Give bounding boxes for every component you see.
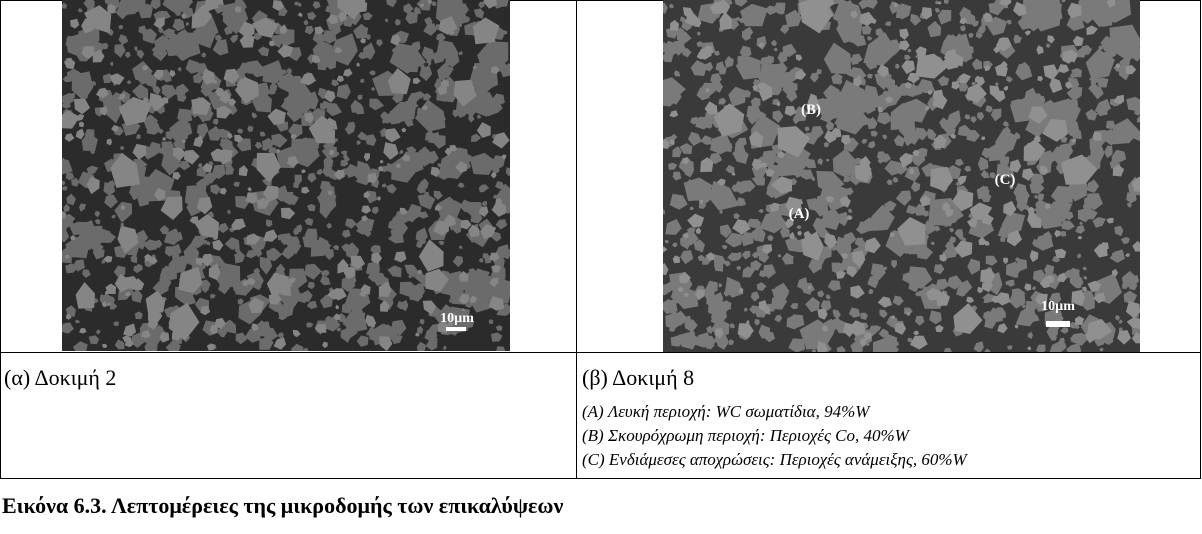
scale-bar bbox=[446, 327, 466, 331]
figure-caption: Εικόνα 6.3. Λεπτομέρειες της μικροδομής … bbox=[2, 493, 563, 519]
scale-bar bbox=[1046, 321, 1070, 327]
note: (B) Σκουρόχρωμη περιοχή: Περιοχές Co, 40… bbox=[582, 426, 909, 446]
region-label: (B) bbox=[801, 102, 821, 118]
page: {"figure": { "panels": [ {"scale_label":… bbox=[0, 0, 1202, 534]
sem-image: 10µm bbox=[62, 0, 510, 351]
scale-label: 10µm bbox=[1041, 299, 1075, 314]
panel-caption: (β) Δοκιμή 8 bbox=[582, 365, 694, 391]
column-divider bbox=[576, 0, 577, 479]
note: (C) Ενδιάμεσες αποχρώσεις: Περιοχές ανάμ… bbox=[582, 450, 967, 470]
sem-image: (B) (C) (A) 10µm bbox=[663, 0, 1140, 352]
region-label: (A) bbox=[789, 206, 810, 222]
row-divider bbox=[0, 352, 1201, 353]
region-label: (C) bbox=[995, 172, 1016, 188]
note: (A) Λευκή περιοχή: WC σωματίδια, 94%W bbox=[582, 402, 869, 422]
panel-caption: (α) Δοκιμή 2 bbox=[4, 365, 116, 391]
scale-label: 10µm bbox=[440, 311, 474, 326]
